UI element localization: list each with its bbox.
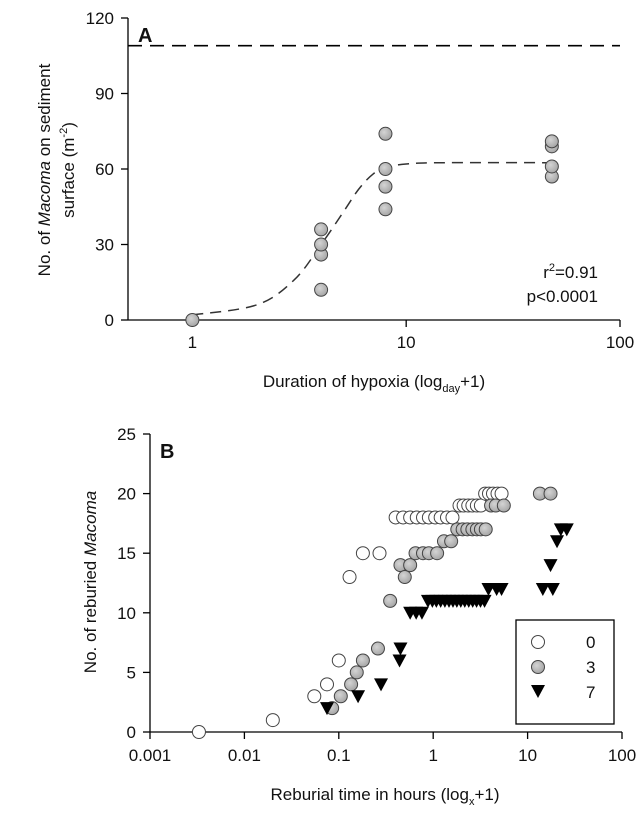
panel-a-x-axis-title: Duration of hypoxia (logday+1)	[263, 372, 485, 395]
panel-a-data-point	[314, 237, 329, 252]
series-7-point	[543, 559, 558, 573]
svg-text:No. of reburied Macoma: No. of reburied Macoma	[81, 491, 100, 673]
series-7-point	[351, 690, 366, 704]
series-0-point	[265, 713, 280, 728]
panel-b-y-axis-title: No. of reburied Macoma	[81, 491, 100, 673]
series-0-point	[320, 677, 335, 692]
series-7-point	[559, 523, 574, 537]
panel-a-y-tick-label: 120	[86, 9, 114, 28]
series-0-points	[191, 486, 509, 739]
series-7-point	[535, 582, 550, 596]
panel-b-y-tick-label: 5	[127, 663, 136, 682]
series-3-point	[344, 677, 359, 692]
panel-a-y-tick-label: 60	[95, 160, 114, 179]
panel-b-plot-area: 0 5 10 15 20 25 0.001 0.01 0.1 1 10 100	[117, 425, 636, 765]
panel-a-x-tick-label: 100	[606, 333, 634, 352]
series-7-point	[545, 582, 560, 596]
panel-a-data-point	[544, 134, 559, 149]
series-7-point	[393, 642, 408, 656]
series-7-points	[320, 523, 574, 716]
panel-b-x-tick-label: 10	[518, 746, 537, 765]
series-7-point	[374, 678, 389, 692]
panel-b-y-tick-label: 15	[117, 544, 136, 563]
panel-b-x-tick-label: 0.01	[228, 746, 261, 765]
series-0-point	[494, 486, 509, 501]
panel-a-y-axis-title: No. of Macoma on sediment surface (m-2)	[35, 63, 78, 276]
panel-a-data-point	[544, 159, 559, 174]
panel-a-fit-curve	[192, 161, 556, 316]
panel-a-stat-r2: r2=0.91	[543, 262, 598, 282]
series-0-point	[355, 546, 370, 561]
panel-a-x-tick-label: 10	[397, 333, 416, 352]
panel-b-x-tick-label: 0.001	[129, 746, 172, 765]
panel-a-data-point	[378, 202, 393, 217]
legend-label-3: 3	[586, 658, 595, 677]
series-7-point	[414, 606, 429, 620]
legend-marker-0	[531, 635, 545, 649]
panel-a-data-point	[378, 162, 393, 176]
panel-a-y-tick-label: 30	[95, 236, 114, 255]
series-3-point	[383, 593, 398, 608]
panel-b-legend-box	[515, 619, 615, 725]
panel-b-y-tick-label: 20	[117, 485, 136, 504]
panel-b-y-tick-label: 10	[117, 604, 136, 623]
panel-a-data-point	[378, 179, 393, 194]
legend-marker-3	[531, 660, 545, 674]
series-7-point	[550, 535, 565, 549]
panel-a-data-point	[314, 282, 329, 297]
panel-a-stat-p: p<0.0001	[527, 287, 598, 306]
svg-text:surface (m-2): surface (m-2)	[58, 122, 78, 218]
series-0-point	[342, 570, 357, 585]
series-0-point	[191, 725, 206, 739]
series-3-point	[370, 641, 385, 656]
series-3-points	[325, 486, 558, 716]
panel-b-legend: 0 3 7	[515, 619, 615, 725]
panel-a-data-point	[314, 222, 329, 237]
series-3-point	[349, 665, 364, 680]
panel-b-x-tick-label: 100	[608, 746, 636, 765]
panel-a-label: A	[138, 25, 152, 47]
series-3-point	[333, 689, 348, 704]
series-0-point	[445, 510, 460, 525]
series-3-point	[543, 486, 558, 501]
panel-a-y-tick-label: 0	[105, 311, 114, 330]
panel-b-label: B	[160, 441, 174, 463]
panel-a-y-tick-label: 90	[95, 85, 114, 104]
panel-b-x-tick-label: 1	[428, 746, 437, 765]
series-0-point	[331, 653, 346, 668]
series-7-point	[494, 582, 509, 596]
series-3-point	[430, 546, 445, 561]
panel-b: 0 5 10 15 20 25 0.001 0.01 0.1 1 10 100 B Reburial…	[81, 425, 636, 808]
panel-b-y-tick-label: 0	[127, 723, 136, 742]
series-3-point	[403, 558, 418, 573]
series-0-point	[372, 546, 387, 561]
series-3-point	[496, 498, 511, 513]
series-7-point	[477, 594, 492, 608]
panel-a-data-point	[185, 313, 200, 327]
panel-b-x-axis-title: Reburial time in hours (logx+1)	[271, 785, 500, 808]
series-7-point	[392, 654, 407, 668]
series-7-point	[320, 702, 335, 716]
series-3-point	[444, 534, 459, 549]
legend-label-7: 7	[586, 683, 595, 702]
panel-b-x-tick-label: 0.1	[327, 746, 351, 765]
series-3-point	[478, 522, 493, 537]
legend-marker-7	[531, 685, 545, 698]
panel-a-x-tick-label: 1	[188, 333, 197, 352]
panel-b-y-tick-label: 25	[117, 425, 136, 444]
svg-text:No. of Macoma on sediment: No. of Macoma on sediment	[35, 63, 54, 276]
panel-a-data-point	[378, 126, 393, 141]
series-3-point	[397, 570, 412, 585]
series-0-point	[307, 689, 322, 704]
series-3-point	[355, 653, 370, 668]
legend-label-0: 0	[586, 633, 595, 652]
